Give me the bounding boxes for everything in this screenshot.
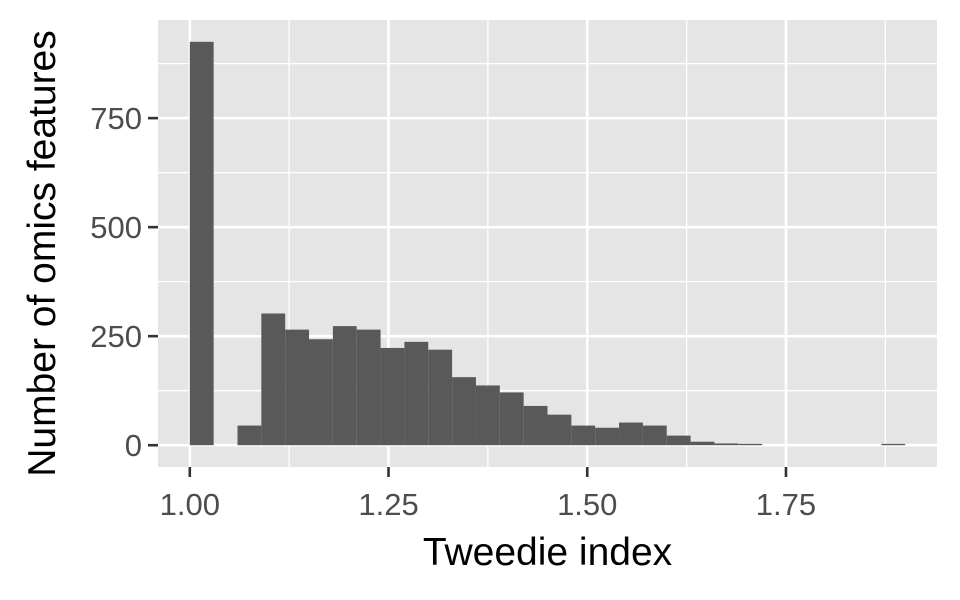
- x-tick-label: 1.25: [358, 487, 418, 522]
- histogram-bar: [475, 385, 500, 446]
- histogram-bar: [189, 41, 214, 446]
- x-tick-label: 1.50: [557, 487, 617, 522]
- y-tick-label: 250: [90, 319, 142, 354]
- histogram-bar: [642, 425, 667, 446]
- histogram-bar: [452, 377, 476, 446]
- x-tick-label: 1.00: [160, 487, 220, 522]
- y-tick-label: 0: [125, 428, 142, 463]
- histogram-bar: [619, 422, 643, 446]
- histogram-bars: [189, 41, 906, 446]
- x-tick-label: 1.75: [756, 487, 816, 522]
- histogram-bar: [547, 414, 572, 446]
- histogram-bar: [595, 427, 620, 446]
- histogram-bar: [428, 349, 453, 446]
- histogram-bar: [523, 405, 548, 446]
- histogram-bar: [666, 435, 691, 446]
- histogram-bar: [499, 392, 524, 446]
- histogram-bar: [404, 341, 429, 446]
- histogram-bar: [881, 443, 906, 446]
- histogram-bar: [261, 313, 286, 446]
- y-axis-title: Number of omics features: [21, 30, 64, 477]
- y-axis: 0 250 500 750: [90, 101, 158, 463]
- minor-gridlines: [158, 20, 937, 467]
- histogram-bar: [738, 443, 763, 446]
- x-axis-title: Tweedie index: [423, 531, 673, 574]
- y-tick-label: 500: [90, 210, 142, 245]
- histogram-bar: [309, 339, 333, 446]
- y-tick-label: 750: [90, 101, 142, 136]
- histogram-bar: [285, 329, 310, 446]
- histogram-bar: [356, 329, 381, 446]
- histogram-bar: [571, 425, 596, 446]
- histogram-bar: [237, 425, 262, 446]
- histogram-bar: [690, 441, 715, 446]
- histogram-bar: [380, 347, 405, 446]
- histogram-bar: [332, 326, 357, 446]
- x-axis: 1.00 1.25 1.50 1.75: [160, 467, 816, 522]
- histogram-bar: [714, 443, 739, 446]
